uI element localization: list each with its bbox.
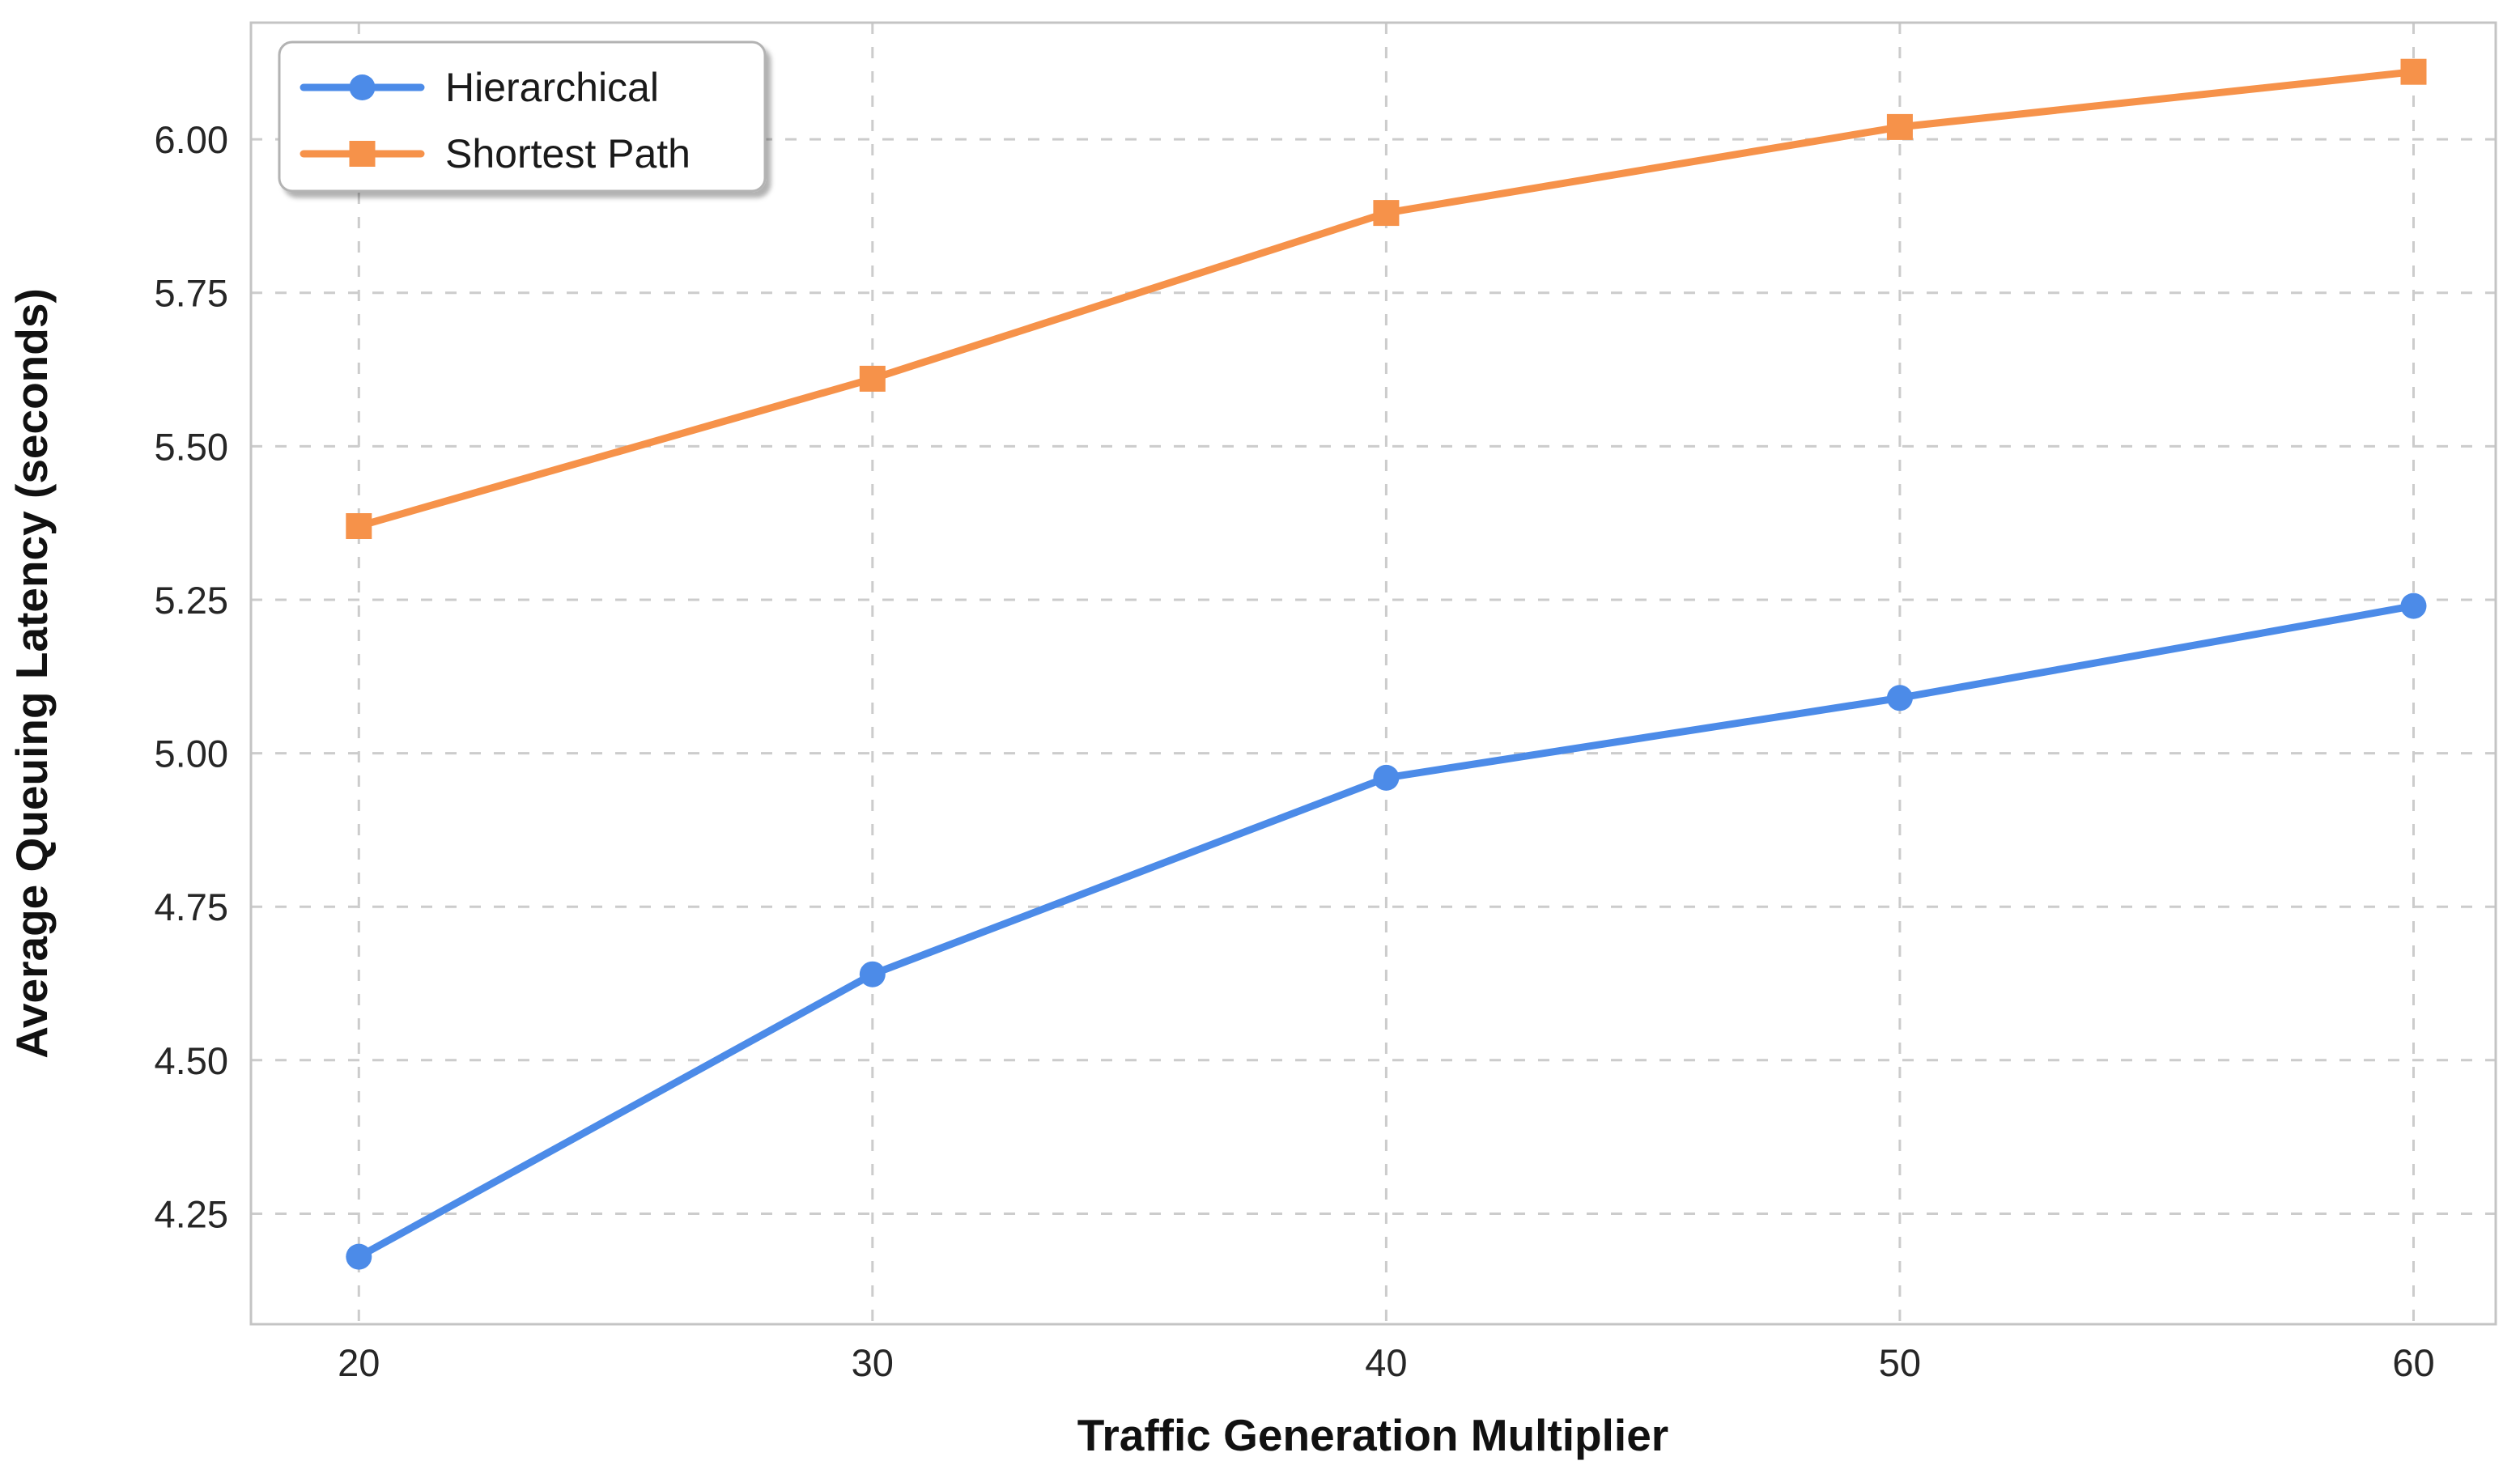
data-point-marker-square [1886, 113, 1913, 140]
legend: Hierarchical Shortest Path [278, 40, 767, 193]
data-point-marker-circle [346, 1243, 372, 1270]
x-tick-label: 50 [1879, 1341, 1921, 1384]
data-point-marker-circle [1373, 764, 1400, 791]
data-point-marker-circle [859, 961, 886, 987]
y-tick-label: 5.00 [155, 733, 228, 775]
data-point-marker-circle [2400, 592, 2427, 619]
y-axis-label: Average Queuing Latency (seconds) [6, 288, 57, 1059]
y-tick-label: 4.75 [155, 886, 228, 928]
x-tick-label: 30 [852, 1341, 894, 1384]
y-tick-label: 5.75 [155, 272, 228, 315]
x-axis-label: Traffic Generation Multiplier [1077, 1410, 1668, 1460]
data-point-marker-square [859, 365, 886, 392]
data-point-marker-square [1373, 200, 1400, 227]
y-tick-label: 5.50 [155, 425, 228, 468]
legend-marker-square [349, 141, 376, 167]
x-tick-label: 60 [2392, 1341, 2434, 1384]
legend-entry-label: Hierarchical [445, 65, 659, 110]
legend-marker-circle [349, 74, 376, 100]
legend-entry-label: Shortest Path [445, 131, 691, 176]
y-tick-label: 4.50 [155, 1039, 228, 1082]
y-tick-label: 6.00 [155, 118, 228, 161]
series-layer [346, 58, 2427, 1270]
data-point-marker-square [346, 513, 372, 539]
y-tick-label: 4.25 [155, 1193, 228, 1236]
plot-frame-border [249, 21, 2497, 1326]
data-point-marker-square [2400, 58, 2427, 85]
plot-frame [249, 21, 2497, 1326]
x-tick-label: 40 [1365, 1341, 1407, 1384]
data-point-marker-circle [1886, 685, 1913, 711]
y-tick-label: 5.25 [155, 579, 228, 622]
x-tick-label: 20 [338, 1341, 380, 1384]
ticks-layer: 4.25 4.50 4.75 5.00 5.25 5.50 5.75 6.00 20 30 40 50… [155, 118, 2435, 1384]
